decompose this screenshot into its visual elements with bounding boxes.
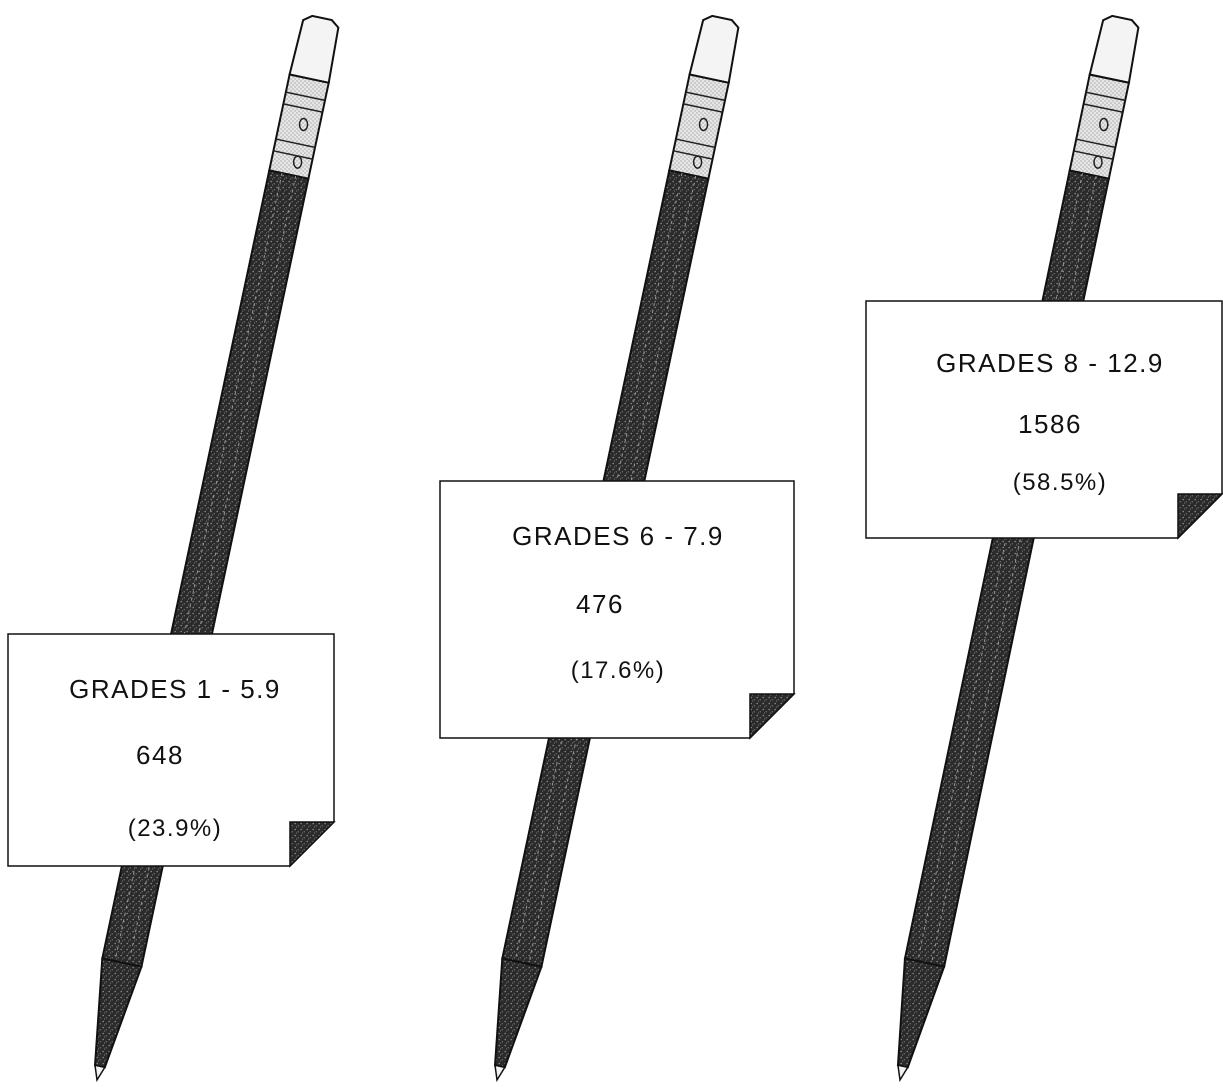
pencil-tip xyxy=(896,957,946,1069)
percent-label: (23.9%) xyxy=(128,815,223,842)
value-label: 476 xyxy=(576,589,624,619)
category-label: GRADES 8 - 12.9 xyxy=(936,348,1164,378)
pencil-tip xyxy=(93,957,143,1069)
value-label: 1586 xyxy=(1018,409,1082,439)
percent-label: (17.6%) xyxy=(571,657,666,684)
pencil-bar-3 xyxy=(896,14,1140,1083)
pencil-ferrule xyxy=(1068,73,1131,180)
label-card-1: GRADES 1 - 5.9 648 (23.9%) xyxy=(7,633,336,868)
pencil-eraser xyxy=(288,14,340,84)
pencil-ferrule xyxy=(268,73,330,180)
pencil-eraser xyxy=(688,14,740,84)
value-label: 648 xyxy=(136,740,184,770)
percent-label: (58.5%) xyxy=(1013,469,1108,496)
pencil-tip xyxy=(493,957,543,1069)
category-label: GRADES 1 - 5.9 xyxy=(69,674,281,704)
label-card-3: GRADES 8 - 12.9 1586 (58.5%) xyxy=(865,300,1223,540)
pencil-body xyxy=(903,169,1111,968)
label-card-2: GRADES 6 - 7.9 476 (17.6%) xyxy=(439,480,796,740)
pencil-eraser xyxy=(1088,14,1140,84)
category-label: GRADES 6 - 7.9 xyxy=(512,521,724,551)
pencil-bar-1 xyxy=(93,14,340,1083)
pencil-ferrule xyxy=(668,73,730,180)
